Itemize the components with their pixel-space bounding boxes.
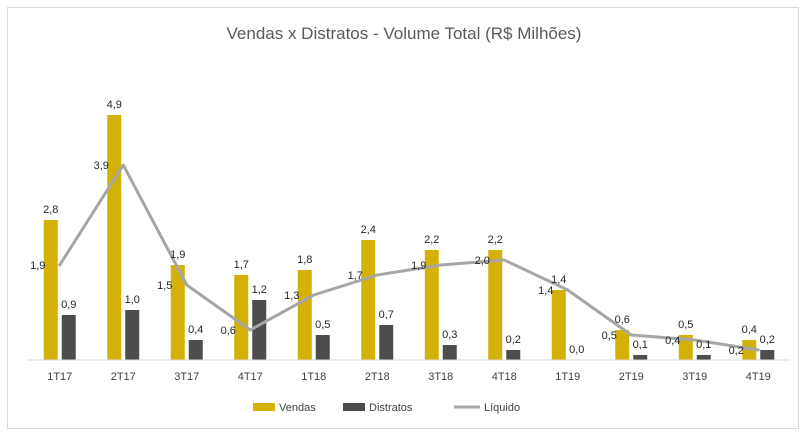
legend-label-vendas: Vendas xyxy=(279,402,316,414)
x-tick-label: 2T17 xyxy=(111,371,136,383)
bar-vendas-3T19 xyxy=(678,335,693,360)
x-tick-label: 3T19 xyxy=(682,371,707,383)
bar-distratos-4T19 xyxy=(760,350,775,360)
data-label-distratos-4T19: 0,2 xyxy=(760,334,775,346)
bar-distratos-2T19 xyxy=(633,355,648,360)
legend: Vendas Distratos Líquido xyxy=(253,402,520,414)
bar-distratos-1T17 xyxy=(61,315,76,360)
data-label-vendas-4T19: 0,4 xyxy=(742,324,757,336)
bar-vendas-4T18 xyxy=(488,250,503,360)
data-label-vendas-1T19: 1,4 xyxy=(551,274,566,286)
bar-vendas-2T18 xyxy=(361,240,376,360)
data-label-liquido-3T17: 1,5 xyxy=(157,280,172,292)
bar-distratos-4T17 xyxy=(252,300,267,360)
legend-swatch-vendas xyxy=(253,403,275,411)
data-label-distratos-4T17: 1,2 xyxy=(252,284,267,296)
data-label-vendas-3T17: 1,9 xyxy=(170,249,185,261)
x-tick-label: 1T18 xyxy=(301,371,326,383)
data-label-vendas-3T19: 0,5 xyxy=(678,319,693,331)
data-labels: 2,8 4,9 1,9 1,7 1,8 2,4 2,2 2,2 1,4 0,6 0,5 0,4 0,9 1… xyxy=(30,99,775,357)
data-label-distratos-3T19: 0,1 xyxy=(696,339,711,351)
data-label-liquido-4T17: 0,6 xyxy=(221,325,236,337)
chart-svg: Vendas x Distratos - Volume Total (R$ Mi… xyxy=(28,24,790,414)
data-label-liquido-4T18: 2,0 xyxy=(475,255,490,267)
data-label-vendas-4T17: 1,7 xyxy=(234,259,249,271)
data-label-distratos-2T19: 0,1 xyxy=(633,339,648,351)
data-label-distratos-1T18: 0,5 xyxy=(315,319,330,331)
data-label-liquido-4T19: 0,2 xyxy=(729,345,744,357)
data-label-liquido-2T19: 0,5 xyxy=(602,330,617,342)
legend-label-líquido: Líquido xyxy=(484,402,520,414)
data-label-vendas-2T18: 2,4 xyxy=(361,224,376,236)
x-tick-label: 3T17 xyxy=(174,371,199,383)
bar-distratos-3T18 xyxy=(442,345,457,360)
bar-vendas-3T18 xyxy=(424,250,439,360)
x-tick-label: 2T18 xyxy=(365,371,390,383)
bar-vendas-1T19 xyxy=(551,290,566,360)
data-label-vendas-4T18: 2,2 xyxy=(488,234,503,246)
legend-swatch-distratos xyxy=(343,403,365,411)
bar-distratos-2T17 xyxy=(125,310,140,360)
bar-distratos-3T19 xyxy=(696,355,711,360)
data-label-vendas-1T18: 1,8 xyxy=(297,254,312,266)
bar-vendas-1T17 xyxy=(43,220,58,360)
data-label-liquido-2T18: 1,7 xyxy=(348,270,363,282)
series-line-liquido xyxy=(58,163,760,352)
bar-vendas-4T17 xyxy=(234,275,249,360)
data-label-vendas-2T19: 0,6 xyxy=(615,314,630,326)
x-tick-label: 1T17 xyxy=(47,371,72,383)
data-label-distratos-3T17: 0,4 xyxy=(188,324,203,336)
x-tick-label: 2T19 xyxy=(619,371,644,383)
x-axis: 1T17 2T17 3T17 4T17 1T18 2T18 3T18 4T18 1T19 2T19… xyxy=(28,359,790,383)
bar-vendas-2T17 xyxy=(107,115,122,360)
x-tick-label: 4T18 xyxy=(492,371,517,383)
data-label-distratos-3T18: 0,3 xyxy=(442,329,457,341)
bar-vendas-2T19 xyxy=(615,330,630,360)
x-tick-label: 3T18 xyxy=(428,371,453,383)
data-label-vendas-3T18: 2,2 xyxy=(424,234,439,246)
data-label-vendas-2T17: 4,9 xyxy=(107,99,122,111)
legend-label-distratos: Distratos xyxy=(369,402,413,414)
bar-distratos-4T18 xyxy=(506,350,521,360)
bar-distratos-3T17 xyxy=(188,340,203,360)
data-label-liquido-3T19: 0,4 xyxy=(665,335,680,347)
x-tick-label: 4T19 xyxy=(746,371,771,383)
chart-title: Vendas x Distratos - Volume Total (R$ Mi… xyxy=(227,24,582,43)
data-label-distratos-2T18: 0,7 xyxy=(379,309,394,321)
plot-area xyxy=(43,115,775,360)
data-label-liquido-3T18: 1,9 xyxy=(411,260,426,272)
data-label-liquido-1T19: 1,4 xyxy=(538,285,553,297)
x-tick-label: 1T19 xyxy=(555,371,580,383)
bar-vendas-1T18 xyxy=(297,270,312,360)
data-label-distratos-1T17: 0,9 xyxy=(61,299,76,311)
bar-vendas-3T17 xyxy=(170,265,185,360)
data-label-liquido-2T17: 3,9 xyxy=(94,160,109,172)
data-label-distratos-2T17: 1,0 xyxy=(125,294,140,306)
data-label-liquido-1T18: 1,3 xyxy=(284,290,299,302)
bar-distratos-1T18 xyxy=(315,335,330,360)
chart-area: Vendas x Distratos - Volume Total (R$ Mi… xyxy=(7,7,799,429)
data-label-vendas-1T17: 2,8 xyxy=(43,204,58,216)
data-label-distratos-1T19: 0,0 xyxy=(569,344,584,356)
data-label-distratos-4T18: 0,2 xyxy=(506,334,521,346)
data-label-liquido-1T17: 1,9 xyxy=(30,260,45,272)
bar-distratos-2T18 xyxy=(379,325,394,360)
x-tick-label: 4T17 xyxy=(238,371,263,383)
